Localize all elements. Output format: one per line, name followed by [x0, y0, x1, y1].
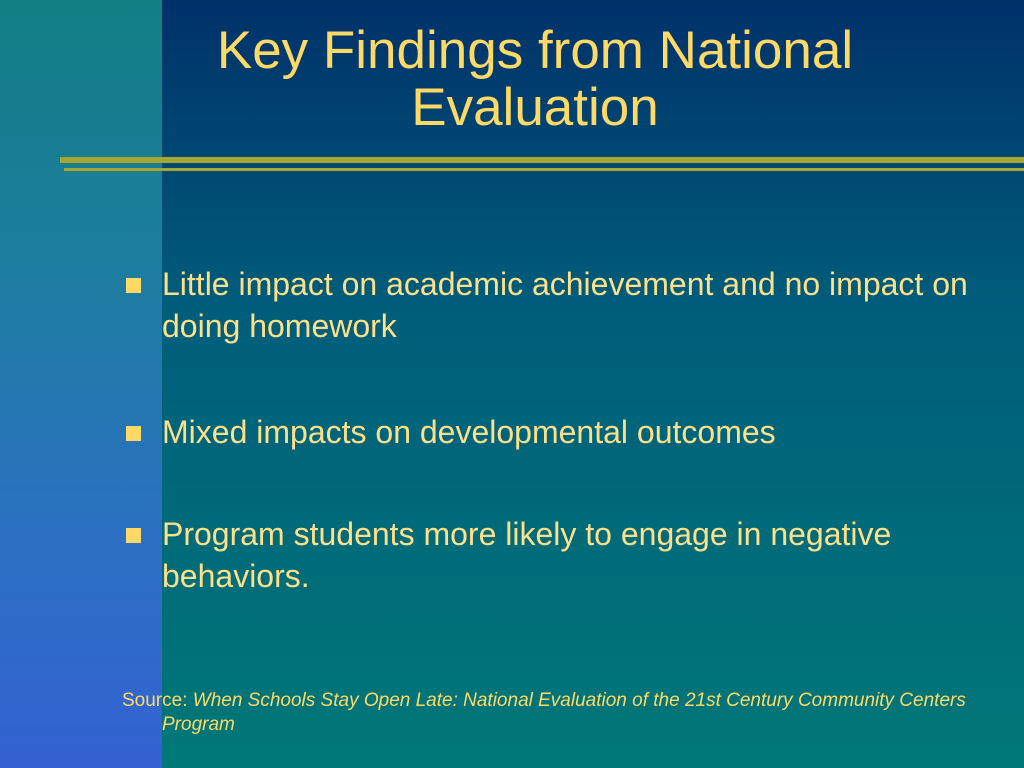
bullet-item: Mixed impacts on developmental outcomes — [122, 411, 1002, 453]
slide-title: Key Findings from National Evaluation — [216, 21, 854, 137]
left-accent-panel — [0, 0, 162, 768]
bullet-item: Program students more likely to engage i… — [122, 513, 1002, 597]
title-divider-thin — [64, 168, 1024, 171]
square-bullet-icon — [126, 426, 141, 441]
bullet-item: Little impact on academic achievement an… — [122, 263, 1002, 347]
bullet-text: Mixed impacts on developmental outcomes — [162, 414, 776, 450]
bullet-text: Little impact on academic achievement an… — [162, 266, 968, 344]
source-title: When Schools Stay Open Late: National Ev… — [162, 690, 966, 735]
title-divider-thick — [60, 157, 1024, 163]
bullet-text: Program students more likely to engage i… — [162, 516, 892, 594]
square-bullet-icon — [126, 528, 141, 543]
source-label: Source: — [122, 690, 188, 711]
source-citation: Source: When Schools Stay Open Late: Nat… — [122, 689, 982, 737]
bullet-list: Little impact on academic achievement an… — [122, 263, 1002, 659]
square-bullet-icon — [126, 278, 141, 293]
